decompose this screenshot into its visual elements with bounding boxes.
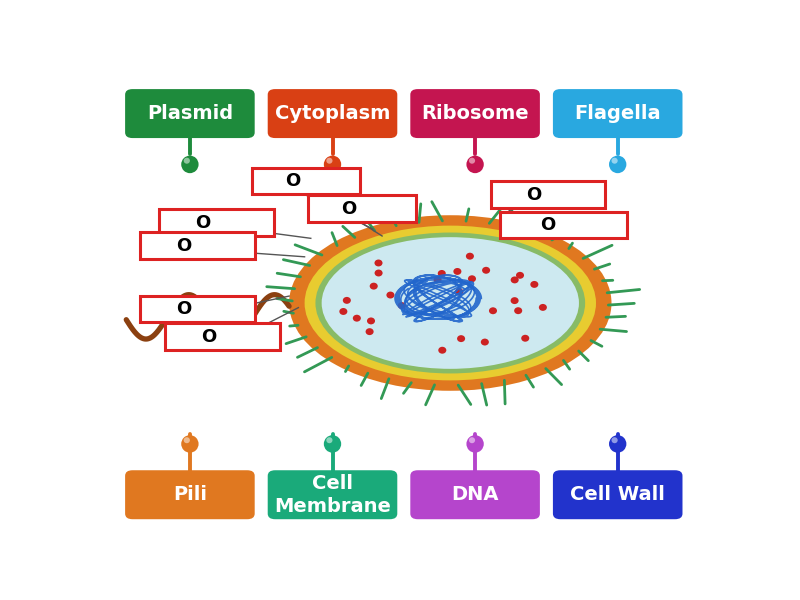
Ellipse shape xyxy=(482,267,490,274)
Text: Cytoplasm: Cytoplasm xyxy=(275,104,390,123)
Ellipse shape xyxy=(609,435,626,452)
Ellipse shape xyxy=(522,335,530,342)
Text: Cell
Membrane: Cell Membrane xyxy=(274,474,391,515)
Text: Flagella: Flagella xyxy=(574,104,661,123)
Text: O: O xyxy=(342,200,357,218)
Ellipse shape xyxy=(322,237,579,369)
FancyBboxPatch shape xyxy=(410,470,540,519)
Ellipse shape xyxy=(386,292,394,299)
Ellipse shape xyxy=(481,338,489,346)
Ellipse shape xyxy=(469,437,475,443)
FancyBboxPatch shape xyxy=(500,212,627,238)
Ellipse shape xyxy=(457,335,465,342)
Text: Cell Wall: Cell Wall xyxy=(570,485,665,504)
FancyBboxPatch shape xyxy=(159,209,274,236)
Text: O: O xyxy=(286,172,301,190)
Text: O: O xyxy=(541,216,556,234)
FancyBboxPatch shape xyxy=(268,89,398,138)
Text: O: O xyxy=(176,237,191,255)
FancyBboxPatch shape xyxy=(140,232,255,259)
Ellipse shape xyxy=(324,155,341,173)
Ellipse shape xyxy=(366,328,374,335)
Ellipse shape xyxy=(466,155,484,173)
Ellipse shape xyxy=(184,437,190,443)
FancyBboxPatch shape xyxy=(410,89,540,138)
Text: O: O xyxy=(195,214,210,232)
Ellipse shape xyxy=(438,270,446,277)
FancyBboxPatch shape xyxy=(140,296,255,322)
Ellipse shape xyxy=(438,347,446,353)
Ellipse shape xyxy=(454,268,462,275)
Text: DNA: DNA xyxy=(451,485,499,504)
Ellipse shape xyxy=(374,269,382,277)
FancyBboxPatch shape xyxy=(125,89,254,138)
FancyBboxPatch shape xyxy=(252,167,360,194)
Ellipse shape xyxy=(609,155,626,173)
Ellipse shape xyxy=(611,158,618,164)
Ellipse shape xyxy=(468,275,476,282)
Ellipse shape xyxy=(514,307,522,314)
Ellipse shape xyxy=(305,226,596,380)
Ellipse shape xyxy=(326,437,333,443)
Ellipse shape xyxy=(367,317,375,325)
Ellipse shape xyxy=(182,155,198,173)
Ellipse shape xyxy=(326,158,333,164)
Text: Ribosome: Ribosome xyxy=(422,104,529,123)
Ellipse shape xyxy=(343,297,351,304)
Ellipse shape xyxy=(182,435,198,452)
Ellipse shape xyxy=(184,158,190,164)
FancyBboxPatch shape xyxy=(553,89,682,138)
Ellipse shape xyxy=(370,283,378,290)
Text: O: O xyxy=(201,328,216,346)
Text: O: O xyxy=(526,186,542,204)
FancyBboxPatch shape xyxy=(308,196,416,222)
Ellipse shape xyxy=(516,272,524,279)
FancyBboxPatch shape xyxy=(490,181,606,208)
Ellipse shape xyxy=(611,437,618,443)
Text: Pili: Pili xyxy=(173,485,207,504)
Ellipse shape xyxy=(530,281,538,288)
Ellipse shape xyxy=(510,297,518,304)
Ellipse shape xyxy=(353,315,361,322)
Ellipse shape xyxy=(455,288,463,295)
FancyBboxPatch shape xyxy=(268,470,398,519)
Ellipse shape xyxy=(289,215,611,391)
Ellipse shape xyxy=(510,277,518,283)
Ellipse shape xyxy=(398,302,406,309)
Ellipse shape xyxy=(466,253,474,260)
FancyBboxPatch shape xyxy=(553,470,682,519)
FancyBboxPatch shape xyxy=(125,470,254,519)
Text: O: O xyxy=(176,300,191,318)
Ellipse shape xyxy=(466,435,484,452)
Ellipse shape xyxy=(339,308,347,315)
Ellipse shape xyxy=(434,276,442,283)
Ellipse shape xyxy=(489,307,497,314)
Ellipse shape xyxy=(324,435,341,452)
Ellipse shape xyxy=(469,158,475,164)
Text: Plasmid: Plasmid xyxy=(147,104,233,123)
Ellipse shape xyxy=(539,304,547,311)
Ellipse shape xyxy=(315,233,585,373)
Ellipse shape xyxy=(374,260,382,266)
FancyBboxPatch shape xyxy=(165,323,280,350)
